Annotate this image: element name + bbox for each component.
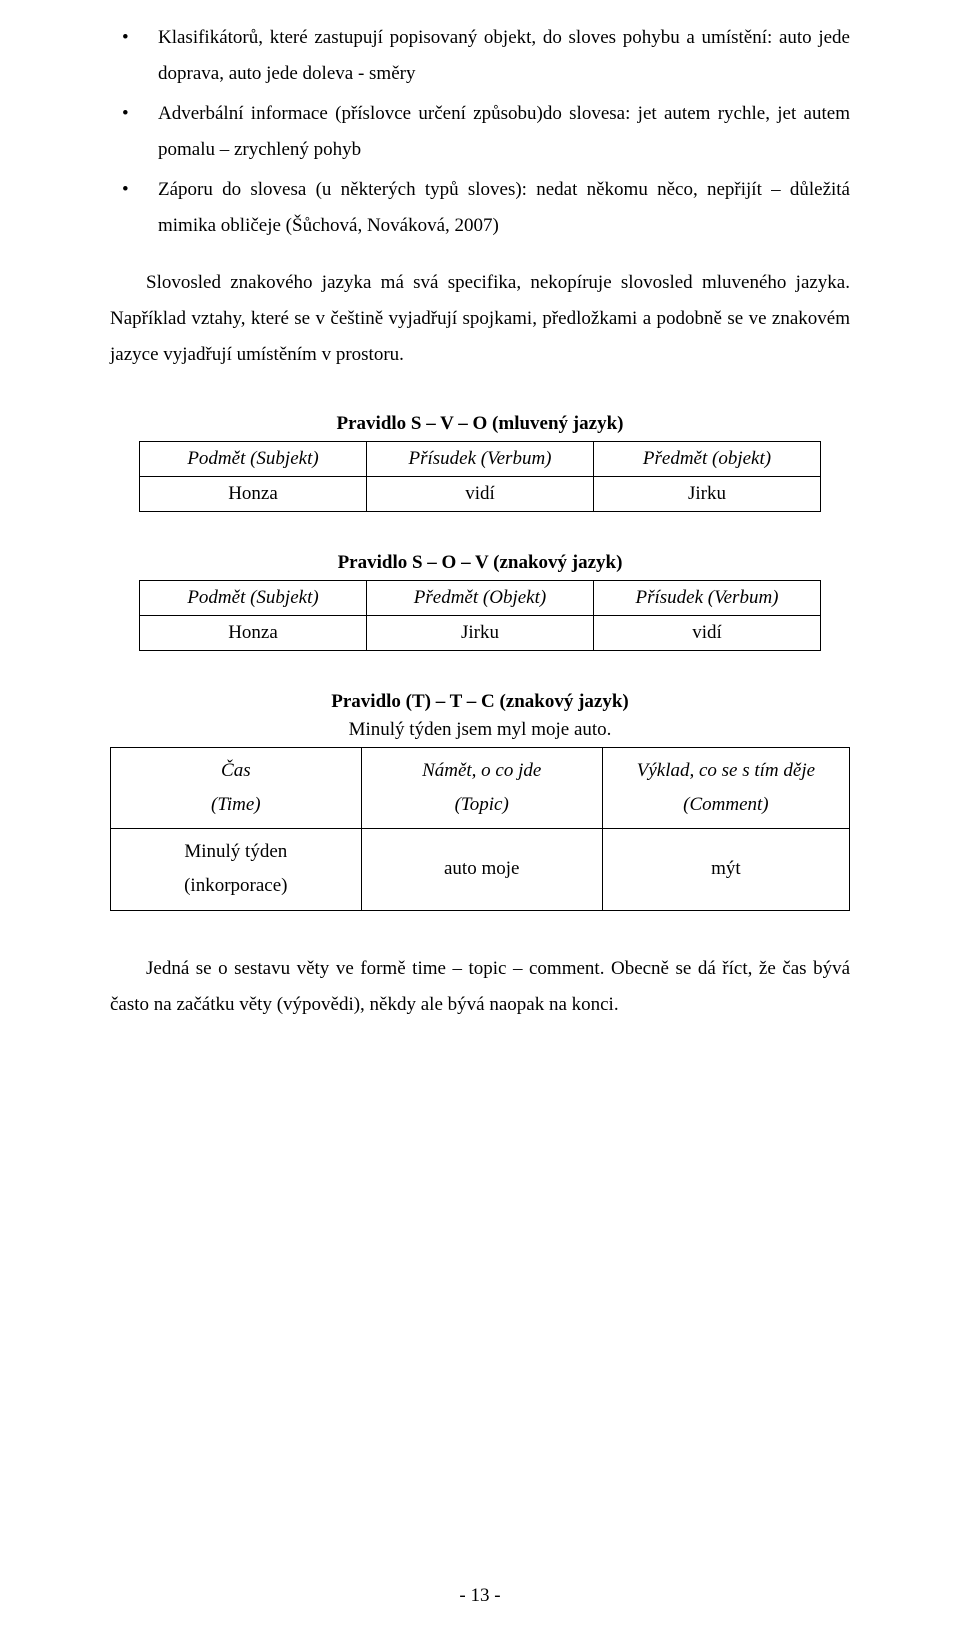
- cell: vidí: [594, 615, 821, 650]
- cell: auto moje: [361, 829, 602, 910]
- table2-title: Pravidlo S – O – V (znakový jazyk): [110, 552, 850, 574]
- cell-line: Minulý týden: [184, 841, 287, 862]
- cell-line: Námět, o co jde: [422, 760, 541, 781]
- page: Klasifikátorů, které zastupují popisovan…: [0, 0, 960, 1625]
- page-number: - 13 -: [0, 1585, 960, 1607]
- paragraph: Slovosled znakového jazyka má svá specif…: [110, 265, 850, 373]
- table-row: Honza vidí Jirku: [140, 476, 821, 511]
- cell-header: Námět, o co jde (Topic): [361, 747, 602, 828]
- cell: Honza: [140, 476, 367, 511]
- cell-header: Předmět (objekt): [594, 441, 821, 476]
- cell-header: Podmět (Subjekt): [140, 441, 367, 476]
- table-ttc: Čas (Time) Námět, o co jde (Topic) Výkla…: [110, 747, 850, 911]
- table-svo: Podmět (Subjekt) Přísudek (Verbum) Předm…: [139, 441, 821, 512]
- table-row: Podmět (Subjekt) Předmět (Objekt) Přísud…: [140, 580, 821, 615]
- cell: vidí: [367, 476, 594, 511]
- cell-header: Přísudek (Verbum): [594, 580, 821, 615]
- table3-title: Pravidlo (T) – T – C (znakový jazyk): [110, 691, 850, 713]
- cell-line: (Topic): [455, 794, 509, 815]
- cell-header: Přísudek (Verbum): [367, 441, 594, 476]
- cell-line: (Time): [211, 794, 261, 815]
- table-row: Podmět (Subjekt) Přísudek (Verbum) Předm…: [140, 441, 821, 476]
- bullet-item: Klasifikátorů, které zastupují popisovan…: [110, 20, 850, 92]
- cell: Jirku: [594, 476, 821, 511]
- cell: Jirku: [367, 615, 594, 650]
- table-sov: Podmět (Subjekt) Předmět (Objekt) Přísud…: [139, 580, 821, 651]
- cell: Honza: [140, 615, 367, 650]
- paragraph: Jedná se o sestavu věty ve formě time – …: [110, 951, 850, 1023]
- cell: Minulý týden (inkorporace): [111, 829, 362, 910]
- cell-header: Výklad, co se s tím děje (Comment): [602, 747, 849, 828]
- table1-title: Pravidlo S – V – O (mluvený jazyk): [110, 413, 850, 435]
- cell-header: Předmět (Objekt): [367, 580, 594, 615]
- bullet-list: Klasifikátorů, které zastupují popisovan…: [110, 20, 850, 245]
- table-row: Minulý týden (inkorporace) auto moje mýt: [111, 829, 850, 910]
- cell-header: Čas (Time): [111, 747, 362, 828]
- cell-line: (Comment): [683, 794, 768, 815]
- bullet-item: Záporu do slovesa (u některých typů slov…: [110, 172, 850, 244]
- cell-line: (inkorporace): [184, 875, 287, 896]
- cell: mýt: [602, 829, 849, 910]
- cell-line: Výklad, co se s tím děje: [637, 760, 815, 781]
- cell-line: Čas: [221, 760, 251, 781]
- bullet-item: Adverbální informace (příslovce určení z…: [110, 96, 850, 168]
- table3-subtitle: Minulý týden jsem myl moje auto.: [110, 719, 850, 741]
- cell-header: Podmět (Subjekt): [140, 580, 367, 615]
- table-row: Honza Jirku vidí: [140, 615, 821, 650]
